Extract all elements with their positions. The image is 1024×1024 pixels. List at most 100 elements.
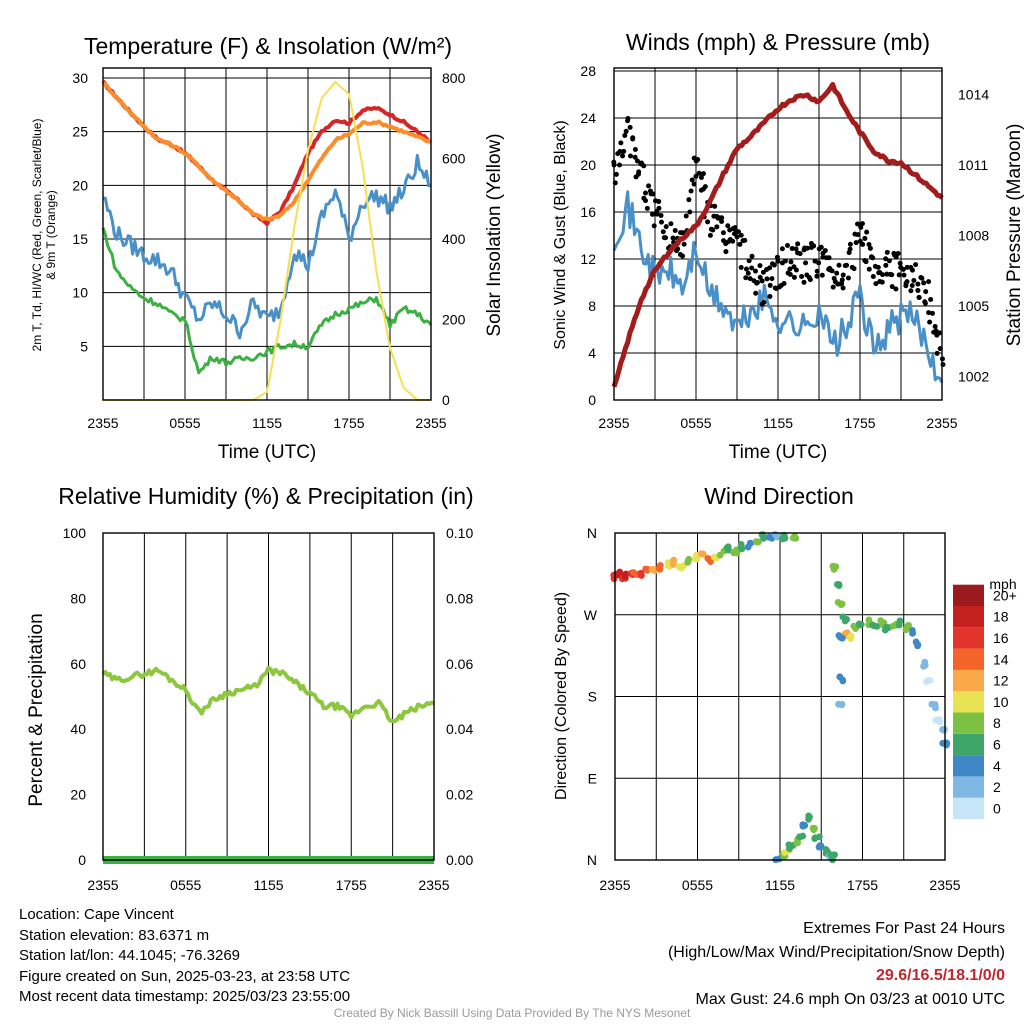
- wind-gust-point: [901, 272, 907, 278]
- wind-gust-point: [908, 288, 914, 294]
- wind-gust-point: [620, 153, 626, 159]
- wind-gust-point: [656, 205, 662, 211]
- wind-y2label: Station Pressure (Maroon): [1004, 124, 1024, 347]
- dir-point: [846, 634, 854, 641]
- legend-swatch: [953, 733, 984, 756]
- temp-series-line: [101, 227, 433, 375]
- wind-gust-point: [879, 279, 885, 285]
- precip-tick-label: 0.10: [446, 525, 473, 541]
- wind-gust-point: [672, 227, 678, 233]
- wind-xtick-label: 2355: [598, 415, 629, 431]
- precip-tick-label: 0.02: [446, 787, 473, 803]
- wind-gust-point: [904, 264, 910, 270]
- dir-point: [841, 617, 849, 625]
- wind-gust-point: [760, 269, 766, 275]
- wind-gust-point: [767, 265, 773, 271]
- wind-gust-point: [757, 263, 763, 269]
- dir-point: [648, 565, 656, 573]
- wind-gust-point: [680, 253, 686, 259]
- wind-series: [611, 82, 946, 388]
- legend-label: 0: [993, 800, 1001, 816]
- wind-gust-point: [613, 171, 619, 177]
- wind-gust-point: [636, 169, 642, 175]
- wind-gust-point: [740, 238, 746, 244]
- dir-xtick-label: 1755: [847, 877, 878, 893]
- legend-swatch: [953, 584, 984, 606]
- dir-point: [781, 849, 789, 856]
- wind-gust-point: [688, 188, 694, 194]
- temp-ylabel-line1: 2m T, Td, HI/WC (Red, Green, Scarlet/Blu…: [30, 119, 44, 352]
- wind-gust-point: [617, 162, 623, 168]
- temp-title-main: Temperature (F) & Insolation (W/m²): [84, 33, 452, 59]
- pressure-tick-label: 1014: [958, 87, 989, 103]
- wind-gust-point: [737, 241, 743, 247]
- wind-gust-point: [814, 273, 820, 279]
- dir-point: [656, 565, 664, 573]
- wind-gust-point: [725, 223, 731, 229]
- wind-gust-point: [749, 253, 755, 259]
- legend-label: 4: [993, 758, 1001, 774]
- station-info: Location: Cape Vincent Station elevation…: [19, 905, 350, 1008]
- wind-gust-point: [775, 258, 781, 264]
- dir-point: [809, 824, 817, 832]
- legend-label: 8: [993, 715, 1001, 731]
- wind-gust-point: [795, 241, 801, 247]
- dir-point: [737, 541, 745, 548]
- rh-ytick-label: 40: [70, 721, 86, 737]
- extremes-title: Extremes For Past 24 Hours: [803, 920, 1005, 937]
- wind-gust-point: [712, 203, 718, 209]
- wind-gust-point: [826, 255, 832, 261]
- wind-gust-point: [909, 283, 915, 289]
- wind-gust-point: [695, 156, 701, 162]
- wind-gust-point: [927, 319, 933, 325]
- wind-gust-point: [696, 170, 702, 176]
- dir-xtick-label: 0555: [682, 877, 713, 893]
- legend-swatch: [953, 755, 984, 777]
- wind-ytick-label: 4: [588, 345, 596, 361]
- legend-swatch: [953, 606, 984, 628]
- wind-gust-point: [862, 235, 868, 241]
- temp-xtick-label: 1755: [333, 415, 364, 431]
- dir-point: [838, 700, 846, 708]
- humidity-panel: Relative Humidity (%) & Precipitation (i…: [26, 483, 474, 893]
- dir-point: [865, 616, 873, 624]
- wind-gust-point: [847, 241, 853, 247]
- wind-gust-point: [915, 281, 921, 287]
- wind-gust-point: [883, 262, 889, 268]
- wind-gust-point: [889, 272, 895, 278]
- dir-point: [912, 638, 920, 646]
- wind-ytick-label: 24: [580, 110, 596, 126]
- wind-gust-point: [745, 270, 751, 276]
- dir-point: [837, 601, 845, 609]
- wind-gust-point: [875, 264, 881, 270]
- dir-point: [896, 617, 904, 625]
- wind-gust-point: [928, 297, 934, 303]
- wind-gust-point: [776, 284, 782, 290]
- wind-gust-point: [830, 284, 836, 290]
- legend-swatch: [953, 627, 984, 649]
- wind-gust-point: [774, 254, 780, 260]
- temp-ytick-label: 15: [72, 231, 88, 247]
- dir-point: [908, 626, 916, 634]
- temp-ytick-label: 20: [72, 177, 88, 193]
- legend-swatch: [953, 776, 984, 798]
- rh-grid: [102, 533, 435, 860]
- wind-gust-point: [767, 282, 773, 288]
- wind-gust-point: [650, 191, 656, 197]
- dir-point: [723, 544, 731, 552]
- max-gust-text: Max Gust: 24.6 mph On 03/23 at 0010 UTC: [695, 990, 1006, 1008]
- wind-gust-point: [761, 300, 767, 306]
- pressure-line: [611, 82, 944, 388]
- dir-point: [670, 556, 678, 564]
- wind-gust-point: [627, 153, 633, 159]
- wind-gust-point: [623, 128, 629, 134]
- legend-label: 20+: [993, 587, 1017, 603]
- wind-panel: Winds (mph) & Pressure (mb) 2355 0555 1155…: [552, 29, 1024, 463]
- temp-y2tick-label: 200: [442, 312, 466, 328]
- temp-ytick-label: 10: [72, 285, 88, 301]
- wind-gust-point: [884, 249, 890, 255]
- dir-point: [920, 662, 927, 670]
- wind-gust-point: [860, 241, 866, 247]
- rh-title: Relative Humidity (%) & Precipitation (i…: [58, 483, 473, 509]
- wind-gust-point: [732, 225, 738, 231]
